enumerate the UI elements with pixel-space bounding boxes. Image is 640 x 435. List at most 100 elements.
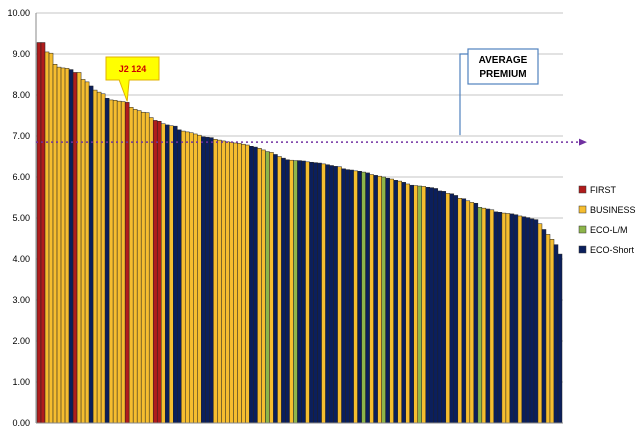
bar xyxy=(401,182,406,424)
bar xyxy=(253,146,258,424)
bar xyxy=(60,67,66,424)
bar xyxy=(309,161,314,424)
bar xyxy=(84,81,90,424)
bar xyxy=(521,216,527,424)
bar xyxy=(417,185,422,424)
bar xyxy=(80,79,86,424)
bar xyxy=(449,193,455,424)
legend: FIRST BUSINESS ECO-L/M ECO-Short xyxy=(578,185,636,255)
bar xyxy=(261,149,266,424)
bar xyxy=(112,100,118,424)
bar xyxy=(285,159,290,424)
bar xyxy=(92,89,98,424)
y-tick-label: 9.00 xyxy=(12,49,30,59)
bar xyxy=(473,202,479,424)
bar xyxy=(477,207,483,424)
bar xyxy=(541,229,547,424)
average-callout-line1: AVERAGE xyxy=(479,55,528,66)
bar xyxy=(469,202,475,424)
bar xyxy=(144,112,150,424)
legend-label-eco-l-m: ECO-L/M xyxy=(590,225,628,235)
bar xyxy=(445,193,451,424)
bar xyxy=(501,212,507,424)
bar xyxy=(76,72,82,424)
bar xyxy=(273,154,278,424)
bar xyxy=(169,125,174,424)
bar xyxy=(525,217,531,424)
bar xyxy=(229,141,234,424)
bar xyxy=(193,133,198,424)
bar xyxy=(505,213,511,424)
y-tick-label: 0.00 xyxy=(12,418,30,428)
bar xyxy=(441,191,447,424)
bar xyxy=(233,142,238,424)
bar xyxy=(453,195,459,424)
bar xyxy=(225,141,230,424)
average-callout-box xyxy=(467,48,539,85)
bar xyxy=(120,101,126,424)
average-callout-connector xyxy=(459,53,468,136)
legend-label-eco-short: ECO-Short xyxy=(590,245,635,255)
bars xyxy=(36,42,563,424)
bar xyxy=(361,171,366,424)
bar xyxy=(317,162,322,424)
bar xyxy=(405,183,410,424)
bar xyxy=(221,140,226,424)
bar xyxy=(389,178,394,424)
bar xyxy=(553,244,559,424)
bar xyxy=(353,170,358,424)
y-tick-label: 1.00 xyxy=(12,377,30,387)
bar xyxy=(72,72,78,424)
bar xyxy=(413,185,418,424)
bar xyxy=(301,160,306,424)
bar xyxy=(213,139,218,424)
y-tick-label: 3.00 xyxy=(12,295,30,305)
bar xyxy=(365,172,370,424)
bar xyxy=(237,143,242,424)
bar xyxy=(429,187,435,424)
average-callout-line2: PREMIUM xyxy=(479,69,526,80)
bar xyxy=(269,152,274,424)
bar xyxy=(437,190,443,424)
bar xyxy=(241,143,246,424)
legend-swatch-first xyxy=(578,185,587,194)
bar xyxy=(357,171,362,424)
bar xyxy=(124,102,130,424)
bar xyxy=(489,209,495,424)
y-tick-label: 4.00 xyxy=(12,254,30,264)
bar xyxy=(68,69,74,424)
bar xyxy=(457,198,463,424)
bar xyxy=(281,157,286,424)
bar xyxy=(160,123,166,424)
bar xyxy=(56,66,62,424)
legend-label-business: BUSINESS xyxy=(590,205,636,215)
bar xyxy=(517,215,523,424)
bar xyxy=(245,144,250,424)
bar xyxy=(289,159,294,424)
bar xyxy=(100,93,106,424)
bar xyxy=(209,137,214,424)
bar xyxy=(257,148,262,424)
bar-callout-bubble xyxy=(105,56,160,102)
bar xyxy=(136,110,142,424)
bar xyxy=(293,160,298,424)
bar xyxy=(529,218,535,424)
y-axis-tick-labels: 0.00 1.00 2.00 3.00 4.00 5.00 6.00 7.00 8.00 9.00… xyxy=(7,8,30,428)
bar xyxy=(485,208,491,424)
bar xyxy=(277,156,282,424)
bar xyxy=(537,223,543,424)
bar xyxy=(148,117,154,424)
bar xyxy=(461,198,467,424)
bar xyxy=(249,146,254,424)
y-tick-label: 6.00 xyxy=(12,172,30,182)
bar xyxy=(345,169,350,424)
bar xyxy=(164,124,170,424)
bar xyxy=(325,164,330,424)
bar xyxy=(88,85,94,424)
y-tick-label: 10.00 xyxy=(7,8,30,18)
bar xyxy=(173,125,178,424)
bar xyxy=(205,136,210,424)
bar xyxy=(52,64,58,424)
bar xyxy=(493,211,499,424)
